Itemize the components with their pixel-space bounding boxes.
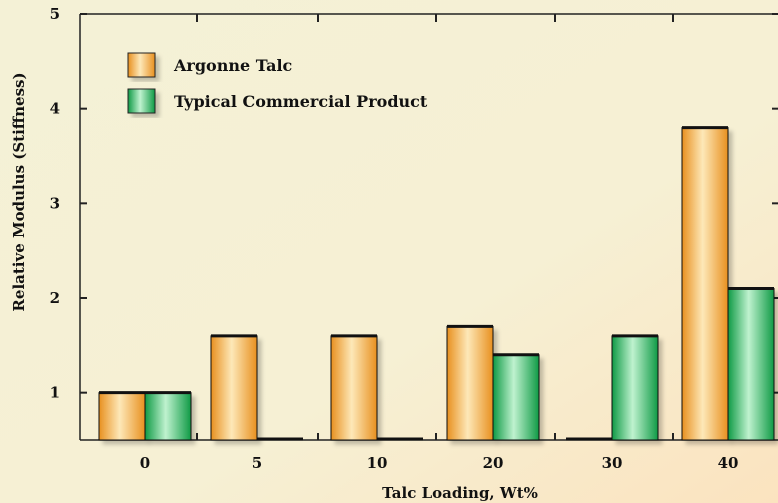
bar-commercial	[728, 289, 774, 440]
x-tick-label: 10	[367, 454, 388, 472]
x-tick-label: 40	[718, 454, 739, 472]
bar-argonne	[682, 128, 728, 440]
legend-label-commercial: Typical Commercial Product	[174, 92, 428, 111]
y-tick-label: 2	[50, 289, 60, 307]
legend-swatch-commercial	[128, 89, 155, 113]
legend-label-argonne: Argonne Talc	[173, 56, 293, 75]
y-tick-label: 4	[50, 100, 60, 118]
x-tick-label: 0	[140, 454, 150, 472]
y-tick-label: 1	[50, 384, 60, 402]
x-axis-title: Talc Loading, Wt%	[382, 484, 538, 502]
bar-commercial	[145, 393, 191, 440]
x-tick-label: 5	[252, 454, 262, 472]
bar-argonne	[211, 336, 257, 440]
bar-argonne	[447, 326, 493, 440]
x-tick-label: 30	[602, 454, 623, 472]
y-axis-title: Relative Modulus (Stiffness)	[10, 72, 28, 311]
bar-commercial	[612, 336, 658, 440]
y-tick-label: 5	[50, 5, 60, 23]
bar-commercial	[493, 355, 539, 440]
bar-argonne	[99, 393, 145, 440]
bar-argonne	[331, 336, 377, 440]
legend-swatch-argonne	[128, 53, 155, 77]
y-tick-label: 3	[50, 194, 60, 212]
x-tick-label: 20	[483, 454, 504, 472]
